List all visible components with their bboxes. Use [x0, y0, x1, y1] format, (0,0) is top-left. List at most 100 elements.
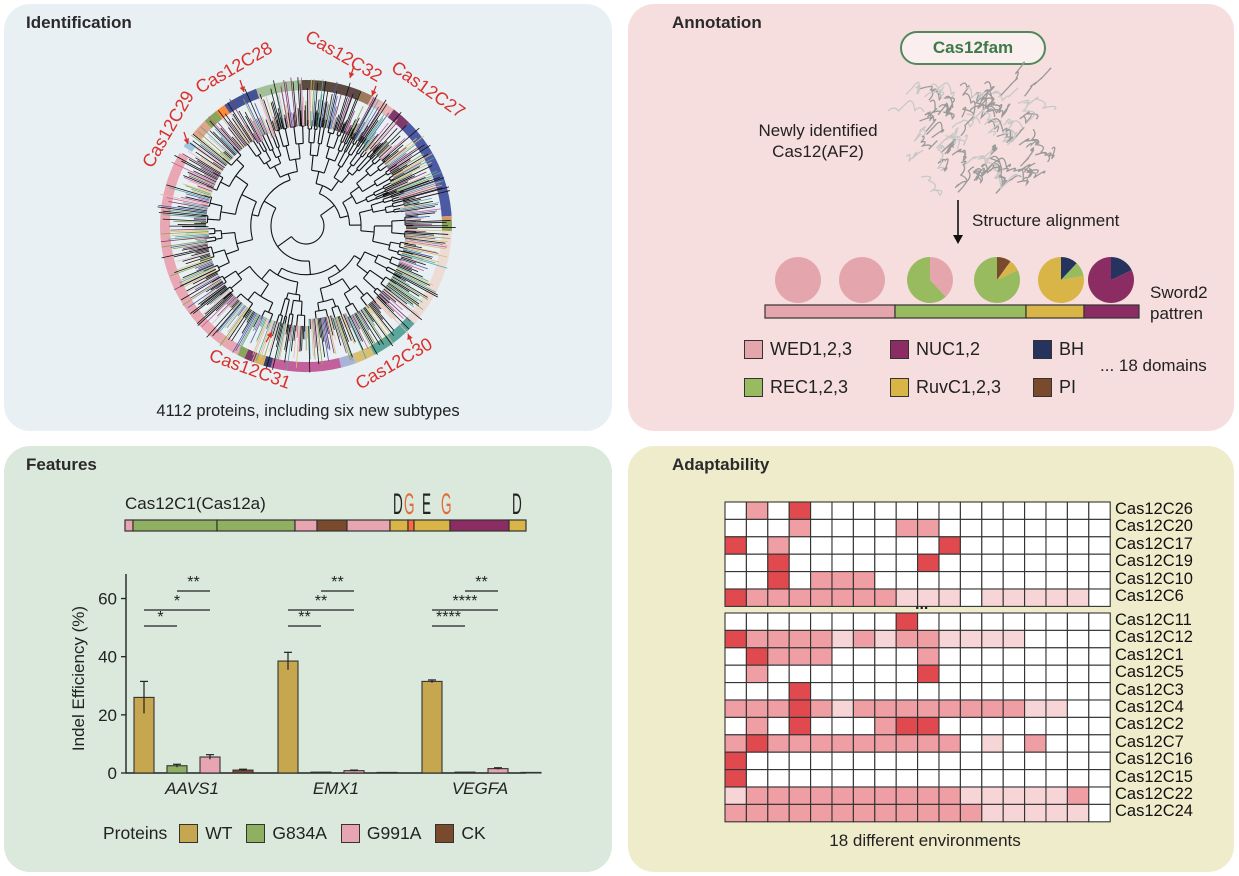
- construct-segment: [216, 519, 296, 532]
- tree-leaf: [325, 98, 333, 129]
- heatmap-cell: [959, 647, 983, 666]
- heatmap-cell: [938, 734, 961, 753]
- significance-label: *: [157, 609, 163, 626]
- tree-leaf: [196, 292, 232, 325]
- heatmap-cell: [874, 536, 897, 555]
- heatmap-cell: [981, 588, 1004, 607]
- tree-leaf: [337, 88, 353, 132]
- subtype-arrow-head: [183, 138, 190, 144]
- tree-branch: [236, 239, 253, 245]
- heatmap-cell: [1045, 751, 1068, 771]
- tree-leaf: [292, 113, 296, 127]
- tree-leaf: [227, 102, 253, 142]
- tree-leaf: [192, 133, 229, 164]
- tree-leaf: [404, 242, 417, 246]
- heatmap-cell: [895, 553, 919, 573]
- tree-leaf: [325, 316, 335, 354]
- heatmap-cell: [1045, 588, 1068, 607]
- tree-leaf: [385, 135, 425, 166]
- tree-arc: [382, 199, 385, 203]
- tree-arc: [220, 230, 223, 239]
- heatmap-row-label: Cas12C15: [1115, 767, 1193, 786]
- tree-branch: [251, 214, 259, 217]
- tree-leaf: [200, 285, 227, 306]
- tree-arc: [228, 165, 245, 187]
- tree-leaf: [190, 286, 227, 314]
- tree-leaf: [226, 304, 246, 329]
- heatmap-cell: [788, 518, 812, 538]
- tree-leaf: [401, 255, 424, 263]
- tree-leaf: [229, 298, 238, 308]
- tree-leaf: [326, 81, 338, 129]
- tree-arc: [398, 242, 402, 248]
- tree-leaf: [390, 278, 420, 297]
- tree-leaf: [369, 111, 402, 150]
- tree-branch: [261, 140, 268, 151]
- construct-label: Cas12C1(Cas12a): [125, 494, 266, 513]
- tree-leaf: [261, 98, 276, 137]
- tree-leaf: [197, 135, 230, 163]
- tree-branch: [295, 281, 299, 295]
- tree-leaf: [288, 104, 293, 128]
- y-tick-label: 40: [98, 648, 117, 667]
- tree-leaf: [285, 324, 291, 352]
- heatmap-cell: [810, 716, 833, 736]
- tree-leaf: [350, 315, 369, 350]
- structure-strand: [1003, 118, 1024, 129]
- heatmap-cell: [917, 769, 940, 788]
- significance-label: ****: [436, 609, 461, 626]
- heatmap-cell: [788, 769, 812, 788]
- tree-leaf: [276, 94, 286, 129]
- tree-leaf: [314, 110, 318, 127]
- heatmap-cell: [788, 803, 812, 823]
- cas12fam-pill: Cas12fam: [900, 31, 1046, 65]
- tree-leaf: [219, 306, 248, 347]
- domain-pie-slice: [1061, 263, 1084, 280]
- tree-branch: [345, 306, 352, 318]
- tree-branch: [347, 143, 355, 154]
- heatmap-cell: [831, 518, 854, 538]
- tree-leaf: [396, 267, 434, 286]
- pattern-segment: [764, 304, 896, 319]
- tree-leaf: [388, 144, 425, 170]
- heatmap-row-label: Cas12C1: [1115, 645, 1184, 664]
- tree-arc: [315, 308, 327, 312]
- heatmap-cell: [1088, 664, 1111, 684]
- tree-leaf: [388, 281, 418, 302]
- structure-strand: [887, 100, 925, 113]
- tree-leaf: [405, 236, 448, 243]
- heatmap-cell: [895, 501, 919, 520]
- tree-leaf: [224, 150, 233, 159]
- tree-leaf: [372, 299, 382, 310]
- heatmap-cell: [1045, 769, 1068, 788]
- heatmap-cell: [810, 682, 833, 701]
- tree-branch: [343, 293, 351, 305]
- tree-leaf: [209, 277, 221, 285]
- heatmap-cell: [895, 664, 919, 684]
- tree-branch: [300, 301, 303, 316]
- tree-arc: [342, 202, 351, 226]
- heatmap-cell: [1024, 734, 1047, 753]
- tree-leaf: [393, 162, 422, 179]
- tree-leaf: [346, 125, 351, 135]
- tree-leaf: [397, 180, 430, 193]
- heatmap-cell: [1088, 647, 1111, 666]
- tree-leaf: [278, 93, 287, 129]
- tree-leaf: [330, 315, 335, 331]
- heatmap-cell: [724, 501, 747, 520]
- structure-alignment-label: Structure alignment: [972, 211, 1120, 230]
- tree-leaf: [181, 276, 221, 301]
- tree-leaf: [162, 214, 207, 219]
- tree-leaf: [382, 290, 397, 303]
- structure-strand: [969, 104, 996, 120]
- tree-leaf: [187, 171, 216, 185]
- structure-strand: [990, 144, 998, 155]
- structure-strand: [924, 82, 955, 102]
- heatmap-row-label: Cas12C24: [1115, 802, 1193, 821]
- tree-leaf: [270, 88, 282, 130]
- tree-leaf: [327, 91, 338, 129]
- tree-leaf: [190, 278, 222, 299]
- heatmap-cell: [810, 571, 833, 590]
- tree-leaf: [357, 106, 379, 141]
- tree-leaf: [265, 322, 280, 370]
